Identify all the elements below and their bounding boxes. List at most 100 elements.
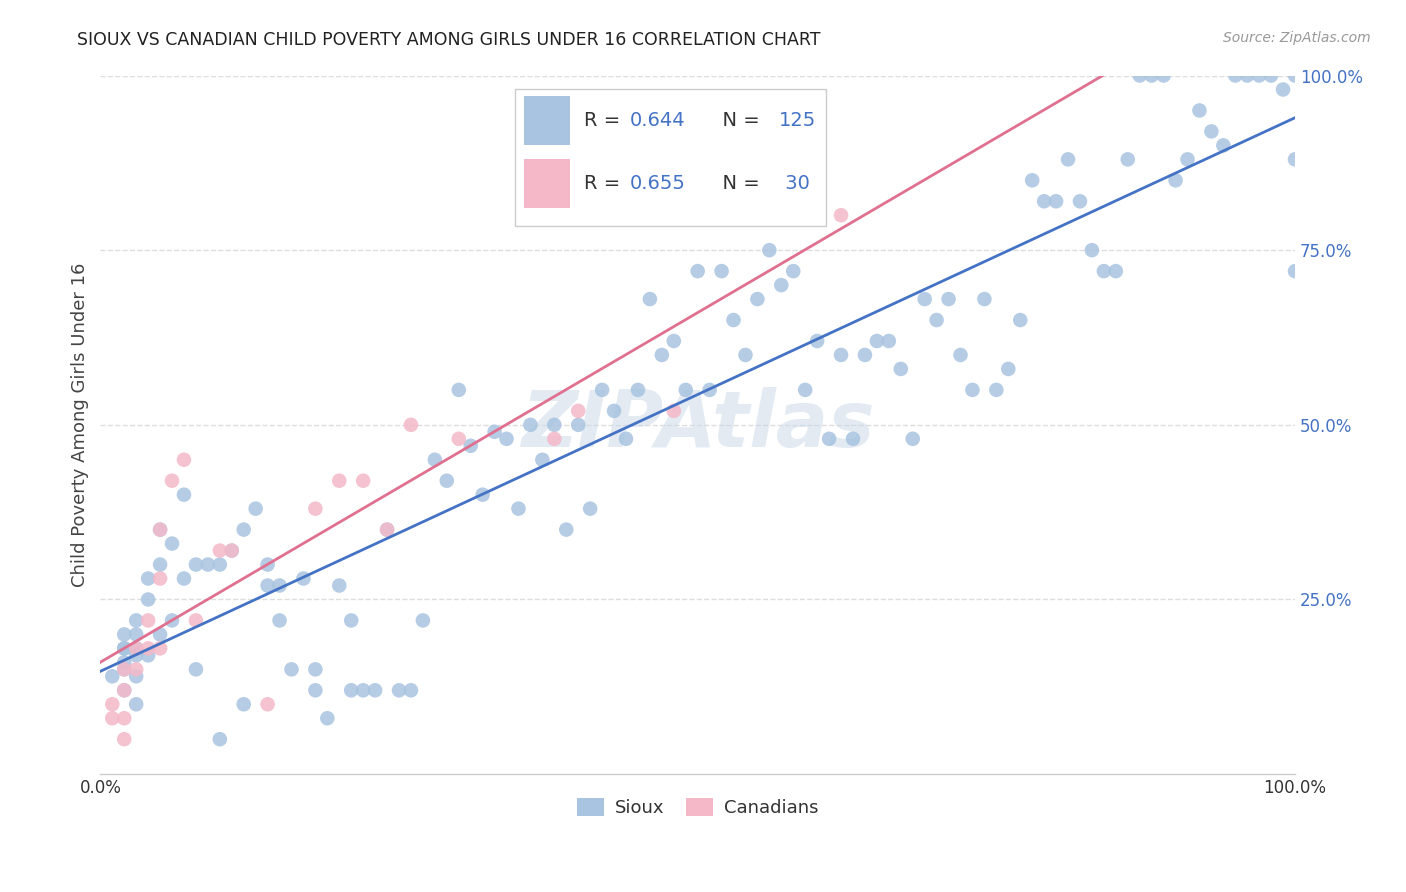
Point (675, 383, 697, 397)
Point (136, 648, 159, 663)
Point (112, 656, 135, 670)
FancyBboxPatch shape (515, 89, 825, 226)
Point (471, 488, 494, 502)
Point (208, 558, 231, 572)
Point (328, 474, 350, 488)
FancyBboxPatch shape (524, 96, 569, 145)
Point (269, 578, 291, 592)
Text: SIOUX VS CANADIAN CHILD POVERTY AMONG GIRLS UNDER 16 CORRELATION CHART: SIOUX VS CANADIAN CHILD POVERTY AMONG GI… (77, 31, 821, 49)
Text: ZIPAtlas: ZIPAtlas (522, 387, 875, 463)
Point (973, 292, 995, 306)
Point (938, 292, 960, 306)
Point (256, 578, 278, 592)
Point (1188, 103, 1211, 118)
Point (866, 334, 889, 348)
Point (567, 417, 589, 432)
Legend: Sioux, Canadians: Sioux, Canadians (569, 790, 825, 824)
Point (1021, 173, 1043, 187)
Point (256, 558, 278, 572)
Point (112, 732, 135, 747)
Y-axis label: Child Poverty Among Girls Under 16: Child Poverty Among Girls Under 16 (72, 262, 89, 587)
Point (1105, 264, 1128, 278)
Point (758, 243, 780, 257)
Point (914, 292, 936, 306)
Point (986, 383, 1008, 397)
Point (149, 627, 172, 641)
Point (1010, 313, 1032, 327)
Point (997, 362, 1019, 376)
Point (567, 404, 589, 418)
Point (877, 334, 900, 348)
Point (125, 641, 148, 656)
Point (304, 683, 326, 698)
Point (412, 614, 434, 628)
Point (208, 543, 231, 558)
Point (842, 432, 865, 446)
Point (734, 348, 756, 362)
Point (232, 698, 254, 712)
Point (197, 558, 219, 572)
Point (304, 501, 326, 516)
Point (423, 452, 446, 467)
Point (1140, 69, 1163, 83)
Point (375, 523, 398, 537)
Point (184, 614, 207, 628)
Text: R =: R = (583, 112, 627, 130)
Point (1201, 124, 1223, 138)
Point (101, 669, 124, 683)
Point (136, 614, 159, 628)
Point (1284, 69, 1306, 83)
Point (794, 383, 817, 397)
Point (280, 662, 302, 676)
Point (1260, 69, 1282, 83)
Point (184, 558, 207, 572)
Point (1033, 194, 1056, 209)
Point (1045, 194, 1067, 209)
Point (173, 572, 195, 586)
Text: Source: ZipAtlas.com: Source: ZipAtlas.com (1223, 31, 1371, 45)
Point (375, 523, 398, 537)
Point (364, 683, 387, 698)
Point (125, 698, 148, 712)
Point (340, 683, 363, 698)
Point (555, 523, 578, 537)
Point (173, 488, 195, 502)
Point (160, 614, 183, 628)
Point (651, 348, 673, 362)
Point (699, 383, 721, 397)
Point (1177, 153, 1199, 167)
Text: N =: N = (710, 112, 766, 130)
Point (579, 501, 602, 516)
Point (112, 662, 135, 676)
Point (447, 383, 470, 397)
Point (1225, 69, 1247, 83)
Point (112, 711, 135, 725)
Point (101, 711, 124, 725)
Point (782, 264, 804, 278)
Point (436, 474, 458, 488)
Point (818, 432, 841, 446)
Point (662, 334, 685, 348)
Point (232, 523, 254, 537)
Point (782, 208, 804, 222)
Point (806, 334, 828, 348)
Point (1249, 69, 1271, 83)
Point (112, 683, 135, 698)
Point (1116, 153, 1139, 167)
Point (399, 683, 422, 698)
Point (1092, 264, 1115, 278)
Point (160, 474, 183, 488)
Point (770, 278, 793, 293)
Point (1069, 194, 1091, 209)
Point (495, 432, 517, 446)
Point (710, 264, 733, 278)
Point (352, 474, 374, 488)
Point (136, 641, 159, 656)
Point (1129, 69, 1152, 83)
Point (603, 404, 626, 418)
Point (269, 614, 291, 628)
Point (591, 383, 613, 397)
Point (447, 432, 470, 446)
Point (1284, 264, 1306, 278)
Point (340, 614, 363, 628)
